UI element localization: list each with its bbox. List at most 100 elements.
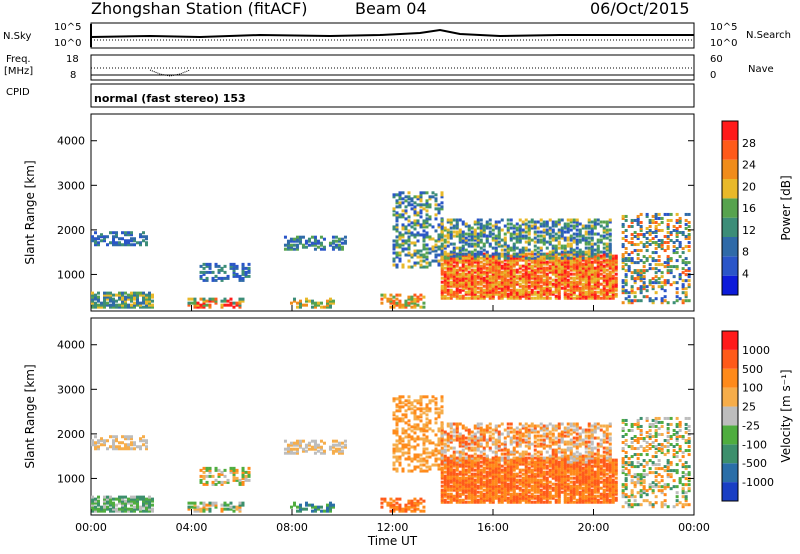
- power-cell: [509, 284, 513, 288]
- velocity-cell: [97, 445, 100, 449]
- power-cell: [633, 299, 637, 303]
- power-cell: [401, 191, 405, 195]
- velocity-cell: [536, 466, 540, 470]
- velocity-cell: [407, 441, 411, 445]
- velocity-cell: [515, 478, 519, 482]
- velocity-cell: [133, 497, 136, 501]
- velocity-cell: [401, 401, 405, 405]
- power-cell: [654, 243, 658, 247]
- velocity-cell: [404, 457, 408, 461]
- velocity-cell: [575, 492, 579, 496]
- velocity-cell: [437, 415, 441, 419]
- velocity-cell: [425, 439, 429, 443]
- velocity-cell: [467, 476, 471, 480]
- velocity-cell: [401, 395, 405, 399]
- velocity-cell: [518, 480, 522, 484]
- velocity-cell: [121, 503, 124, 507]
- noise-tick-right-low: 10^0: [710, 38, 738, 49]
- power-cell: [566, 250, 570, 254]
- power-cell: [97, 303, 100, 307]
- power-cell: [578, 264, 582, 268]
- power-cell: [437, 207, 441, 211]
- velocity-cell: [560, 474, 564, 478]
- velocity-cell: [392, 467, 396, 471]
- power-cell: [328, 305, 332, 309]
- power-cell: [229, 303, 233, 307]
- power-cell: [608, 228, 612, 232]
- power-cell: [428, 263, 432, 267]
- velocity-cell: [121, 509, 124, 513]
- power-cell: [512, 248, 516, 252]
- power-cell: [518, 218, 522, 222]
- power-cell: [539, 260, 543, 264]
- power-cell: [584, 240, 588, 244]
- velocity-cell: [500, 464, 504, 468]
- velocity-cell: [581, 486, 585, 490]
- velocity-cell: [542, 494, 546, 498]
- power-cell: [464, 278, 468, 282]
- power-cell: [115, 305, 118, 309]
- velocity-cell: [91, 441, 94, 445]
- power-cell: [136, 301, 139, 305]
- power-cell: [533, 270, 537, 274]
- power-cell: [389, 305, 393, 309]
- power-cell: [563, 226, 567, 230]
- velocity-cell: [337, 441, 341, 445]
- power-cell: [614, 266, 618, 270]
- velocity-cell: [458, 470, 462, 474]
- power-cell: [657, 222, 661, 226]
- power-cell: [575, 220, 579, 224]
- power-cell: [223, 270, 227, 274]
- power-cell: [608, 254, 612, 258]
- power-cell: [533, 282, 537, 286]
- velocity-cell: [241, 472, 245, 476]
- velocity-cell: [446, 464, 450, 468]
- power-cell: [446, 264, 450, 268]
- power-cell: [666, 263, 670, 267]
- power-cell: [581, 290, 585, 294]
- velocity-cell: [401, 443, 405, 447]
- power-cell: [464, 296, 468, 300]
- power-cell: [527, 270, 531, 274]
- power-cell: [572, 280, 576, 284]
- power-cell: [494, 252, 498, 256]
- velocity-cell: [539, 500, 543, 504]
- velocity-cell: [467, 488, 471, 492]
- power-cell: [590, 280, 594, 284]
- power-cell: [503, 262, 507, 266]
- power-cell: [524, 280, 528, 284]
- velocity-cell: [578, 482, 582, 486]
- power-cell: [678, 273, 682, 277]
- power-cell: [506, 228, 510, 232]
- power-cell: [401, 223, 405, 227]
- velocity-cell: [121, 499, 124, 503]
- power-cell: [675, 295, 679, 299]
- power-cell: [455, 222, 459, 226]
- velocity-cell: [614, 472, 618, 476]
- power-cell: [672, 275, 676, 279]
- power-cell: [443, 288, 447, 292]
- power-cell: [633, 291, 637, 295]
- power-cell: [663, 241, 667, 245]
- power-cell: [684, 218, 688, 222]
- velocity-cell: [545, 476, 549, 480]
- power-cell: [419, 263, 423, 267]
- power-cell: [515, 290, 519, 294]
- power-cell: [130, 237, 133, 241]
- power-cell: [422, 219, 426, 223]
- velocity-cell: [611, 478, 615, 482]
- velocity-cell: [566, 498, 570, 502]
- power-cell: [512, 292, 516, 296]
- velocity-cell: [419, 501, 423, 505]
- power-cell: [560, 228, 564, 232]
- power-cell: [115, 303, 118, 307]
- velocity-cell: [581, 480, 585, 484]
- power-cell: [636, 253, 640, 257]
- velocity-cell: [202, 505, 206, 509]
- power-cell: [666, 212, 670, 216]
- velocity-cell: [241, 476, 245, 480]
- power-cell: [636, 216, 640, 220]
- power-cell: [521, 234, 525, 238]
- velocity-cell: [307, 447, 311, 451]
- velocity-cell: [103, 503, 106, 507]
